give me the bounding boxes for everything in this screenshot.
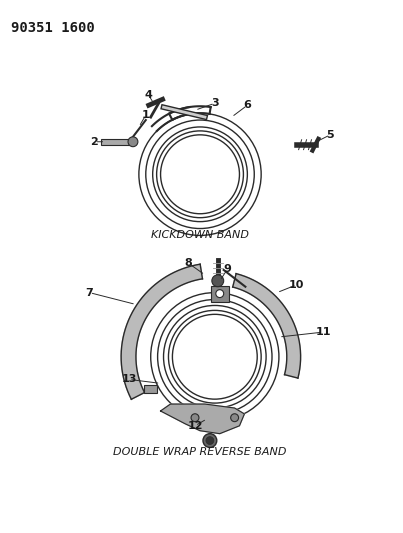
Polygon shape [233,273,301,378]
Circle shape [212,275,224,287]
Text: 11: 11 [316,327,331,337]
Text: 6: 6 [243,100,251,110]
FancyBboxPatch shape [211,286,229,302]
FancyBboxPatch shape [143,385,158,393]
Text: 8: 8 [184,258,192,268]
Circle shape [206,437,214,445]
Text: 3: 3 [211,98,218,108]
Circle shape [231,414,239,422]
Text: 2: 2 [91,137,98,147]
Text: 90351 1600: 90351 1600 [10,21,94,35]
Text: KICKDOWN BAND: KICKDOWN BAND [151,230,249,240]
Polygon shape [121,264,202,399]
Text: 5: 5 [326,130,334,140]
Circle shape [216,289,224,297]
Polygon shape [160,404,244,434]
Text: 10: 10 [289,280,304,290]
Circle shape [191,414,199,422]
Text: 12: 12 [187,421,203,431]
Text: 9: 9 [224,264,232,274]
Text: 7: 7 [86,288,93,297]
Text: 4: 4 [145,91,153,100]
FancyBboxPatch shape [102,139,129,144]
Circle shape [128,137,138,147]
Text: 13: 13 [121,374,137,384]
Circle shape [203,434,217,448]
Text: 1: 1 [142,110,150,120]
Text: DOUBLE WRAP REVERSE BAND: DOUBLE WRAP REVERSE BAND [113,447,287,457]
